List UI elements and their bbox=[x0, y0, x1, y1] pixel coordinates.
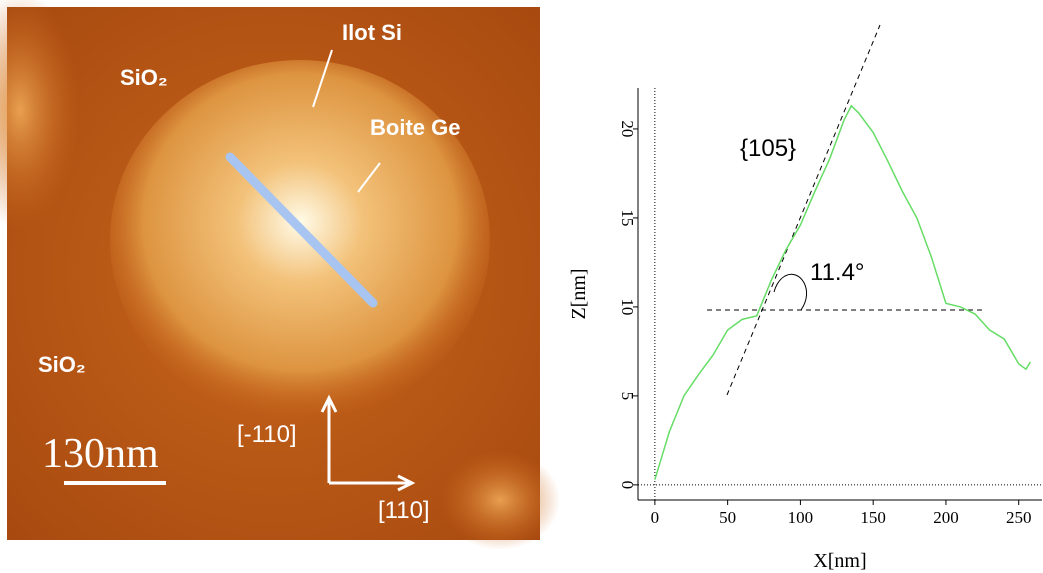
annotation: 11.4° bbox=[810, 259, 865, 286]
label: Ilot Si bbox=[342, 20, 402, 45]
annotation: {105} bbox=[740, 135, 796, 162]
direction-label: [110] bbox=[378, 497, 430, 524]
afm-image: Ilot Si SiO₂ Boite Ge SiO₂ 130nm [-110] … bbox=[0, 0, 560, 550]
y-axis-label: Z[nm] bbox=[568, 268, 590, 319]
y-tick-label: 10 bbox=[618, 298, 637, 315]
label: SiO₂ bbox=[120, 65, 168, 90]
y-tick-label: 5 bbox=[618, 392, 637, 401]
x-tick-label: 50 bbox=[719, 508, 736, 527]
label: SiO₂ bbox=[38, 352, 86, 377]
y-tick-label: 0 bbox=[618, 481, 637, 490]
x-axis-label: X[nm] bbox=[813, 550, 866, 572]
y-tick-label: 20 bbox=[618, 120, 637, 137]
x-tick-label: 250 bbox=[1006, 508, 1032, 527]
x-tick-label: 200 bbox=[933, 508, 959, 527]
label: Boite Ge bbox=[370, 115, 460, 140]
x-tick-label: 150 bbox=[860, 508, 886, 527]
y-tick-label: 15 bbox=[618, 209, 637, 226]
data-line bbox=[654, 104, 1031, 480]
x-tick-label: 0 bbox=[651, 508, 660, 527]
x-tick-label: 100 bbox=[788, 508, 814, 527]
scale-label: 130nm bbox=[42, 431, 159, 477]
direction-label: [-110] bbox=[237, 421, 297, 448]
chart-decor: {105} 11.4° bbox=[707, 24, 985, 396]
